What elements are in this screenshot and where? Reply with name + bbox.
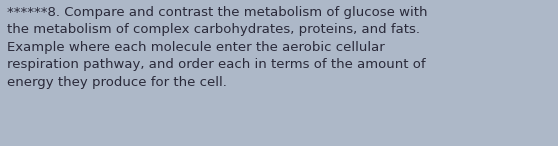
Text: ******8. Compare and contrast the metabolism of glucose with
the metabolism of c: ******8. Compare and contrast the metabo… [7,6,427,89]
